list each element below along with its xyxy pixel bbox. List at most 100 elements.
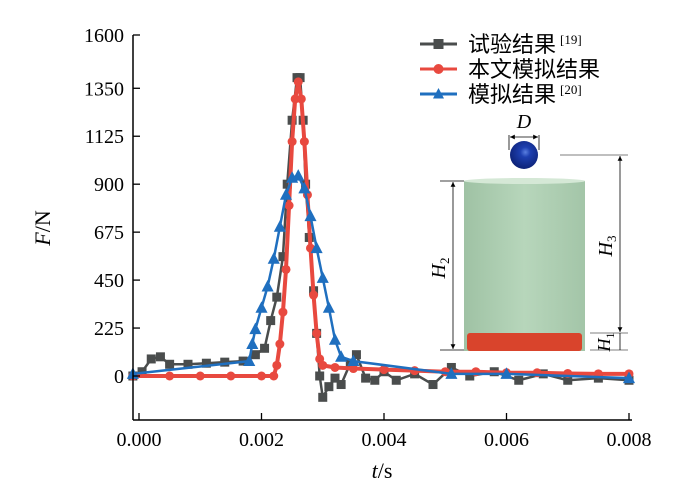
data-point: [246, 337, 259, 349]
ticks: 0 225 450 675 900 1125 1350 1600 0.000 0.002 0.004…: [84, 25, 652, 451]
data-point: [351, 350, 361, 360]
data-point: [336, 380, 346, 390]
data-point: [266, 316, 276, 326]
data-point: [428, 380, 438, 390]
data-point: [282, 179, 292, 189]
x-tick-label: 0.006: [484, 429, 529, 451]
data-point: [293, 77, 303, 87]
series-layer: [126, 73, 636, 402]
data-point: [146, 354, 156, 364]
data-point: [379, 365, 389, 375]
x-tick-label: 0.004: [362, 429, 407, 451]
data-point: [500, 367, 513, 379]
y-tick-label: 0: [114, 366, 124, 388]
legend-marker: [433, 64, 444, 74]
data-point: [287, 137, 297, 147]
legend-label: 模拟结果 [20]: [468, 82, 582, 107]
legend-item: 试验结果 [19]: [420, 32, 582, 57]
data-point: [445, 367, 458, 379]
data-point: [272, 360, 282, 370]
data-point: [335, 350, 348, 362]
legend-marker: [433, 88, 444, 99]
y-tick-label: 1125: [85, 126, 124, 148]
data-point: [563, 375, 573, 385]
data-point: [322, 301, 335, 313]
data-point: [284, 201, 294, 210]
data-point: [318, 392, 328, 402]
legend-label: 试验结果 [19]: [468, 32, 582, 57]
ball-icon: [510, 141, 538, 169]
label-h2: H2: [428, 258, 452, 280]
data-point: [165, 371, 175, 381]
data-point: [278, 307, 288, 317]
data-point: [310, 241, 323, 254]
data-point: [347, 354, 360, 367]
data-point: [275, 339, 285, 349]
data-point: [370, 375, 380, 385]
data-point: [299, 137, 309, 147]
data-point: [514, 375, 524, 385]
particle-bed: [467, 333, 582, 351]
x-tick-label: 0.002: [239, 429, 284, 451]
data-point: [267, 252, 280, 264]
drop-test-diagram: D H2 H3 H1: [428, 111, 628, 353]
data-point: [226, 371, 236, 381]
data-point: [315, 371, 325, 381]
data-point: [272, 292, 282, 302]
data-point: [250, 350, 260, 360]
data-point: [318, 360, 328, 370]
data-point: [361, 373, 371, 383]
data-point: [328, 333, 342, 345]
legend-item: 模拟结果 [20]: [420, 82, 582, 107]
axes: [132, 35, 632, 421]
x-tick-label: 0.000: [117, 429, 162, 451]
x-axis-label: t/s: [372, 458, 393, 483]
data-point: [292, 169, 305, 181]
series-line: [132, 174, 630, 380]
data-point: [324, 382, 334, 392]
data-point: [195, 371, 205, 381]
data-point: [165, 359, 175, 369]
y-axis-label: F/N: [30, 210, 55, 247]
data-point: [249, 322, 262, 335]
cylinder-top: [464, 178, 585, 184]
data-point: [281, 264, 291, 274]
data-point: [261, 279, 274, 292]
legend-marker: [433, 39, 444, 49]
y-tick-label: 675: [94, 222, 124, 244]
data-point: [255, 301, 268, 313]
data-point: [391, 375, 401, 385]
series-circle: [128, 77, 634, 381]
data-point: [304, 209, 317, 222]
data-point: [330, 373, 340, 383]
data-point: [220, 357, 230, 367]
data-point: [298, 181, 311, 194]
data-point: [201, 358, 211, 368]
y-tick-label: 1600: [84, 25, 124, 47]
x-tick-label: 0.008: [607, 429, 652, 451]
label-d: D: [516, 111, 532, 133]
data-point: [243, 354, 256, 367]
legend-label: 本文模拟结果: [468, 57, 600, 82]
series-triangle: [126, 169, 636, 384]
label-h1: H1: [594, 333, 617, 353]
data-point: [316, 271, 329, 283]
y-tick-label: 1350: [84, 78, 124, 100]
y-tick-label: 225: [94, 318, 124, 340]
data-point: [295, 73, 305, 83]
data-point: [273, 220, 286, 232]
data-point: [312, 328, 322, 338]
y-tick-label: 450: [94, 270, 124, 292]
data-point: [330, 362, 340, 372]
data-point: [465, 371, 475, 381]
data-point: [622, 371, 636, 384]
data-point: [183, 359, 193, 369]
data-point: [309, 290, 319, 300]
label-h3: H3: [595, 236, 619, 258]
cylinder-body: [464, 181, 585, 351]
data-point: [155, 352, 165, 362]
data-point: [269, 371, 279, 381]
data-point: [279, 188, 293, 200]
